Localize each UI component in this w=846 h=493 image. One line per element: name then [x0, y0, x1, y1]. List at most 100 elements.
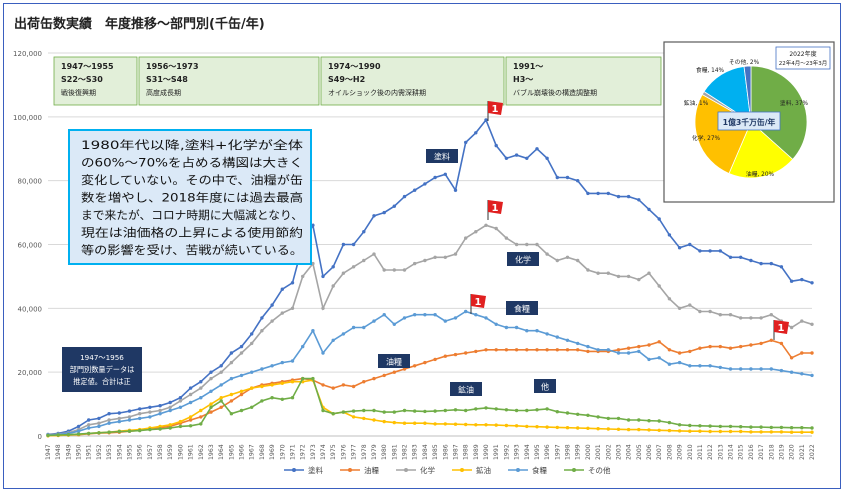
data-point-kagaku	[188, 392, 193, 397]
data-point-toryo	[158, 404, 162, 408]
data-point-kagaku	[474, 230, 478, 234]
data-point-kozan	[606, 427, 610, 431]
data-point-kagaku	[504, 236, 509, 240]
data-point-kozan	[464, 422, 468, 427]
commentary-line: 現在は油価格の上昇による使用節約	[81, 226, 303, 240]
flag-number: 1	[475, 297, 482, 308]
caption-rect	[62, 347, 142, 392]
x-tick-label: 1949	[65, 444, 72, 460]
x-tick-label: 2010	[687, 444, 694, 460]
data-point-kagaku	[402, 268, 407, 272]
data-point-toryo	[331, 265, 335, 269]
data-point-sonota	[565, 411, 570, 415]
data-point-sonota	[474, 407, 478, 411]
series-label-box	[506, 301, 538, 315]
legend-label: 油糧	[364, 465, 379, 475]
series-label-toryo: 塗料	[426, 149, 458, 163]
data-point-kozan	[728, 429, 733, 434]
data-point-shokuryo	[810, 373, 814, 378]
data-point-toryo	[413, 188, 417, 192]
data-point-toryo	[667, 233, 672, 237]
series-label-yuryo: 油糧	[378, 354, 410, 368]
data-point-yuryo	[759, 341, 763, 346]
data-point-shokuryo	[260, 367, 264, 371]
data-point-sonota	[626, 418, 631, 422]
data-point-kagaku	[626, 274, 631, 279]
data-point-yuryo	[229, 399, 234, 403]
data-point-yuryo	[545, 348, 549, 352]
data-point-kozan	[260, 384, 264, 389]
data-point-kagaku	[616, 274, 621, 279]
x-tick-label: 1960	[177, 444, 184, 460]
x-tick-label: 1996	[544, 444, 551, 460]
data-point-shokuryo	[270, 364, 274, 368]
data-point-toryo	[97, 416, 101, 421]
data-point-kagaku	[138, 412, 142, 416]
data-point-kagaku	[97, 421, 101, 425]
data-point-shokuryo	[138, 416, 142, 421]
series-label-box	[378, 354, 410, 368]
series-line-kagaku	[47, 224, 813, 436]
data-point-yuryo	[667, 348, 672, 352]
data-point-shokuryo	[413, 313, 417, 317]
data-point-kagaku	[586, 268, 590, 272]
flag-number: 1	[492, 203, 499, 214]
x-tick-label: 1989	[473, 444, 480, 460]
data-point-shokuryo	[637, 349, 641, 354]
data-point-sonota	[810, 426, 814, 430]
data-point-yuryo	[219, 405, 223, 409]
data-point-yuryo	[576, 348, 580, 352]
data-point-kagaku	[647, 271, 651, 275]
data-point-toryo	[759, 261, 763, 266]
data-point-shokuryo	[464, 309, 468, 314]
data-point-kagaku	[239, 351, 244, 355]
data-point-shokuryo	[769, 367, 773, 371]
data-point-toryo	[484, 118, 488, 122]
era-japanese-years: S31〜S48	[146, 75, 188, 84]
data-point-yuryo	[779, 341, 784, 346]
data-point-yuryo	[199, 415, 203, 419]
data-point-sonota	[351, 409, 356, 413]
data-point-kozan	[504, 423, 509, 428]
data-point-shokuryo	[219, 383, 223, 387]
data-point-kagaku	[769, 313, 773, 317]
data-point-shokuryo	[718, 365, 722, 370]
flag-icon	[774, 320, 789, 334]
data-point-yuryo	[749, 343, 753, 347]
data-point-kagaku	[290, 306, 295, 310]
data-point-kagaku	[260, 329, 264, 333]
x-tick-label: 1957	[147, 444, 154, 460]
data-point-kozan	[372, 418, 376, 422]
commentary-line: 等の影響を受け、苦戦が続いている。	[81, 243, 303, 257]
data-point-shokuryo	[494, 322, 498, 326]
x-tick-label: 1976	[340, 444, 347, 460]
data-point-yuryo	[800, 351, 804, 355]
data-point-kagaku	[708, 309, 712, 314]
data-point-shokuryo	[250, 370, 254, 374]
commentary-line: 変化していない。その中で、油糧が缶	[81, 173, 303, 187]
x-tick-label: 1993	[514, 444, 521, 460]
data-point-kozan	[637, 427, 641, 432]
data-point-yuryo	[474, 349, 478, 354]
x-tick-label: 1969	[269, 444, 276, 460]
data-point-kagaku	[382, 268, 386, 272]
data-point-toryo	[464, 140, 468, 145]
data-point-yuryo	[464, 351, 468, 355]
pie-slice-label: 油糧, 20%	[746, 170, 775, 178]
data-point-shokuryo	[331, 338, 335, 342]
x-tick-label: 1948	[55, 444, 62, 460]
x-tick-label: 1978	[361, 444, 368, 460]
x-tick-label: 2013	[717, 444, 724, 460]
pie-inset: 塗料, 37% 油糧, 20% 化学, 27% 鉱油, 1% 食糧, 14% その他, 2…	[663, 41, 835, 203]
x-tick-label: 1980	[381, 444, 388, 460]
y-tick-label: 80,000	[18, 178, 43, 186]
x-tick-label: 1999	[575, 444, 582, 460]
era-japanese-years: S22〜S30	[61, 75, 103, 84]
data-point-yuryo	[555, 348, 559, 352]
data-point-sonota	[586, 413, 590, 417]
data-point-sonota	[138, 428, 142, 433]
data-point-yuryo	[382, 373, 386, 378]
series-label-box	[534, 379, 556, 393]
x-tick-label: 1988	[463, 444, 470, 460]
